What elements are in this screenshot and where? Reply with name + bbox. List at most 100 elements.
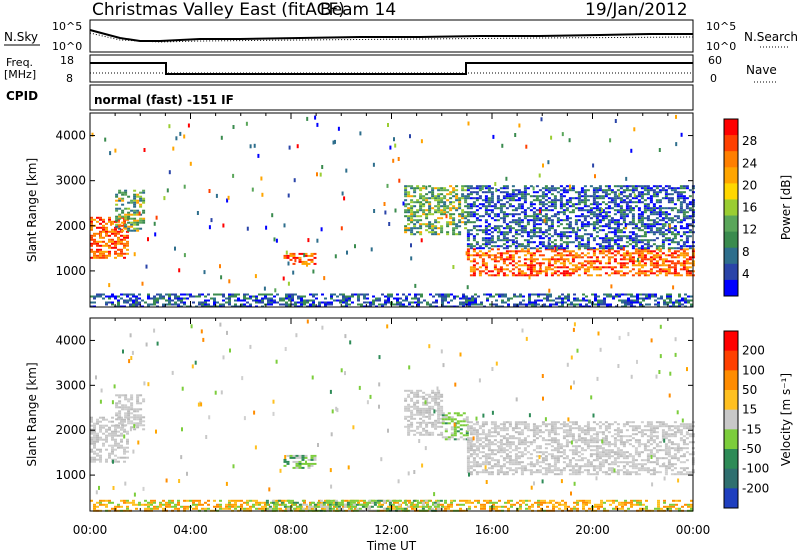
data-cell [598, 455, 602, 458]
data-cell [410, 233, 414, 236]
data-cell [481, 431, 485, 434]
data-cell [102, 424, 105, 427]
data-cell [135, 303, 138, 306]
colorbar-tick-label: 16 [742, 201, 757, 215]
data-cell [526, 469, 530, 472]
data-cell [213, 297, 216, 300]
data-cell [571, 264, 575, 267]
data-cell [481, 445, 485, 448]
data-cell [102, 244, 105, 247]
data-cell [619, 461, 623, 464]
data-cell [565, 235, 569, 238]
data-cell [342, 295, 345, 298]
data-cell [547, 189, 551, 192]
data-cell [452, 205, 456, 208]
data-cell [129, 293, 132, 296]
data-cell [126, 244, 129, 247]
data-cell [607, 193, 611, 196]
cpid-text: normal (fast) -151 IF [94, 93, 234, 107]
data-cell [679, 209, 683, 212]
data-cell [127, 406, 131, 409]
data-cell [354, 293, 357, 296]
data-cell [562, 421, 566, 424]
data-cell [472, 221, 476, 224]
data-cell [592, 439, 596, 442]
data-cell [664, 268, 668, 271]
data-cell [118, 213, 122, 216]
data-cell [449, 203, 453, 206]
data-cell [559, 447, 563, 450]
data-cell [469, 191, 473, 194]
data-cell [407, 403, 411, 406]
data-cell [535, 433, 539, 436]
data-cell [624, 223, 627, 227]
data-cell [553, 215, 557, 218]
data-cell [538, 173, 541, 178]
data-cell [493, 215, 497, 218]
data-cell [422, 401, 426, 404]
data-cell [574, 441, 578, 444]
data-cell [472, 266, 476, 269]
data-cell [399, 297, 402, 300]
data-cell [414, 297, 417, 300]
data-cell [135, 297, 138, 300]
data-cell [649, 264, 653, 267]
data-cell [474, 297, 477, 300]
data-cell [577, 243, 581, 246]
data-cell [556, 469, 560, 472]
data-cell [637, 229, 641, 232]
data-cell [640, 272, 644, 275]
data-cell [324, 303, 327, 306]
data-cell [228, 303, 231, 306]
data-cell [547, 469, 551, 472]
data-cell [598, 185, 602, 188]
data-cell [613, 243, 617, 246]
data-cell [544, 469, 548, 472]
data-cell [541, 233, 545, 236]
data-cell [124, 396, 128, 399]
data-cell [553, 250, 557, 253]
data-cell [342, 299, 345, 302]
data-cell [586, 262, 590, 265]
data-cell [547, 239, 551, 242]
data-cell [652, 254, 656, 257]
freq-tick-low: 8 [66, 72, 73, 85]
data-cell [538, 231, 542, 234]
data-cell [685, 270, 689, 273]
data-cell [126, 432, 129, 435]
data-cell [419, 389, 423, 392]
data-cell [619, 185, 623, 188]
data-cell [529, 219, 533, 222]
data-cell [613, 453, 617, 456]
data-cell [544, 209, 548, 212]
data-cell [114, 438, 117, 441]
data-cell [316, 122, 319, 127]
data-cell [490, 239, 494, 242]
data-cell [535, 447, 539, 450]
data-cell [133, 197, 137, 200]
data-cell [618, 192, 621, 197]
data-cell [592, 262, 596, 265]
data-cell [520, 274, 524, 277]
data-cell [652, 262, 656, 265]
data-cell [90, 420, 93, 423]
y-axis-label: Slant Range [km] [25, 158, 39, 262]
data-cell [649, 209, 653, 212]
data-cell [685, 217, 689, 220]
data-cell [124, 193, 128, 196]
data-cell [147, 293, 150, 296]
data-cell [508, 195, 512, 198]
data-cell [592, 421, 596, 424]
data-cell [472, 258, 476, 261]
data-cell [121, 422, 125, 425]
data-cell [469, 260, 473, 263]
data-cell [568, 433, 572, 436]
data-cell [487, 457, 491, 460]
data-cell [643, 187, 647, 190]
data-cell [407, 431, 411, 434]
data-cell [637, 274, 641, 277]
data-cell [649, 219, 653, 222]
data-cell [622, 256, 626, 259]
data-cell [102, 416, 105, 419]
data-cell [610, 455, 614, 458]
